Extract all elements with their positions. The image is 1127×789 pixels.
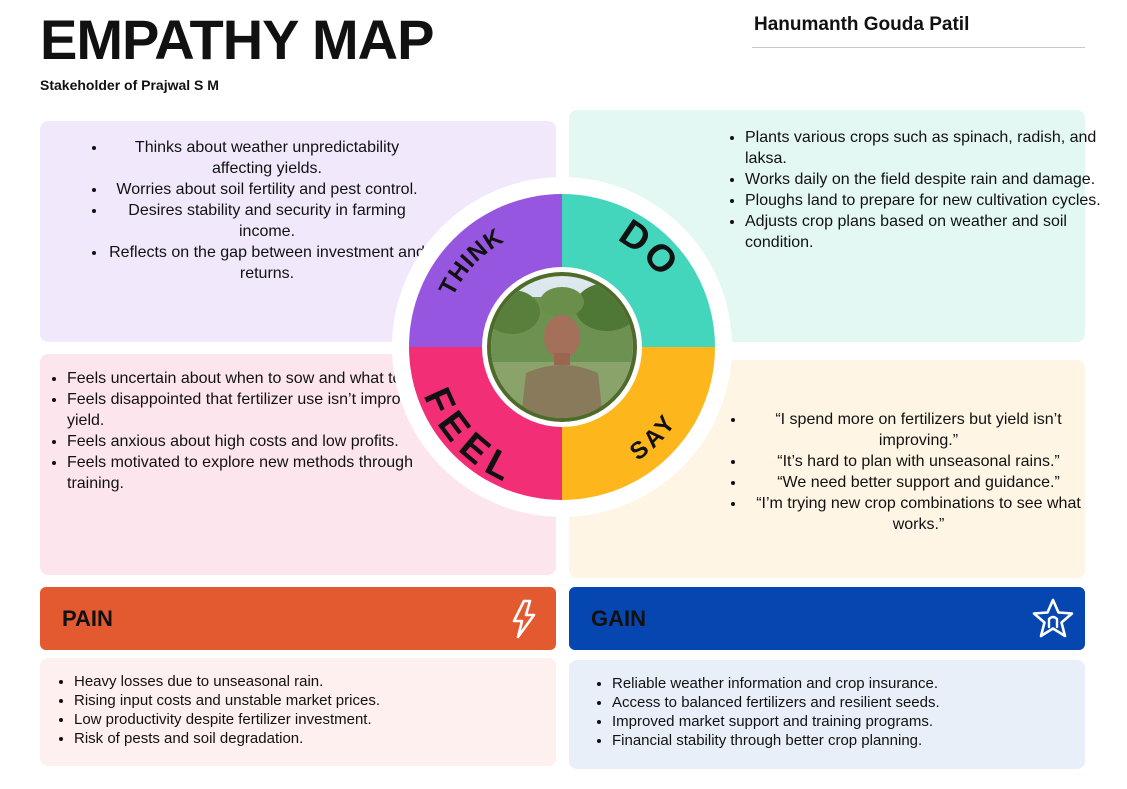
think-list: Thinks about weather unpredictability af… xyxy=(80,137,427,284)
name-underline xyxy=(752,47,1085,48)
gain-label: GAIN xyxy=(591,606,646,631)
list-item: Plants various crops such as spinach, ra… xyxy=(745,127,1107,169)
gain-items: Reliable weather information and crop in… xyxy=(569,674,940,750)
list-item: “I’m trying new crop combinations to see… xyxy=(746,493,1091,535)
list-item: “It’s hard to plan with unseasonal rains… xyxy=(746,451,1091,472)
pain-list: Heavy losses due to unseasonal rain. Ris… xyxy=(40,658,556,766)
list-item: Feels motivated to explore new methods t… xyxy=(67,452,467,494)
list-item: Risk of pests and soil degradation. xyxy=(74,729,380,748)
list-item: Adjusts crop plans based on weather and … xyxy=(745,211,1107,253)
list-item: Feels disappointed that fertilizer use i… xyxy=(67,389,467,431)
list-item: Low productivity despite fertilizer inve… xyxy=(74,710,380,729)
list-item: Feels uncertain about when to sow and wh… xyxy=(67,368,467,389)
feel-list: Feels uncertain about when to sow and wh… xyxy=(40,368,467,494)
empathy-wheel: THINK DO FEEL SAY xyxy=(392,177,732,517)
pain-label: PAIN xyxy=(62,606,113,631)
pain-header: PAIN xyxy=(40,587,556,650)
list-item: Thinks about weather unpredictability af… xyxy=(107,137,427,179)
list-item: Improved market support and training pro… xyxy=(612,712,940,731)
star-icon xyxy=(1032,598,1074,638)
list-item: Reliable weather information and crop in… xyxy=(612,674,940,693)
list-item: Feels anxious about high costs and low p… xyxy=(67,431,467,452)
list-item: Works daily on the field despite rain an… xyxy=(745,169,1107,190)
gain-list: Reliable weather information and crop in… xyxy=(569,660,1085,769)
page-title: EMPATHY MAP xyxy=(40,8,434,71)
do-list: Plants various crops such as spinach, ra… xyxy=(718,127,1107,253)
list-item: Heavy losses due to unseasonal rain. xyxy=(74,672,380,691)
pain-items: Heavy losses due to unseasonal rain. Ris… xyxy=(40,672,380,748)
list-item: “We need better support and guidance.” xyxy=(746,472,1091,493)
list-item: Worries about soil fertility and pest co… xyxy=(107,179,427,200)
list-item: Access to balanced fertilizers and resil… xyxy=(612,693,940,712)
say-list: “I spend more on fertilizers but yield i… xyxy=(719,409,1091,535)
list-item: Rising input costs and unstable market p… xyxy=(74,691,380,710)
list-item: Desires stability and security in farmin… xyxy=(107,200,427,242)
list-item: “I spend more on fertilizers but yield i… xyxy=(746,409,1091,451)
page-subtitle: Stakeholder of Prajwal S M xyxy=(40,77,219,93)
list-item: Reflects on the gap between investment a… xyxy=(107,242,427,284)
stakeholder-name: Hanumanth Gouda Patil xyxy=(754,14,970,35)
stakeholder-photo xyxy=(491,276,633,418)
list-item: Ploughs land to prepare for new cultivat… xyxy=(745,190,1107,211)
lightning-bolt-icon xyxy=(512,599,536,639)
list-item: Financial stability through better crop … xyxy=(612,731,940,750)
gain-header: GAIN xyxy=(569,587,1085,650)
